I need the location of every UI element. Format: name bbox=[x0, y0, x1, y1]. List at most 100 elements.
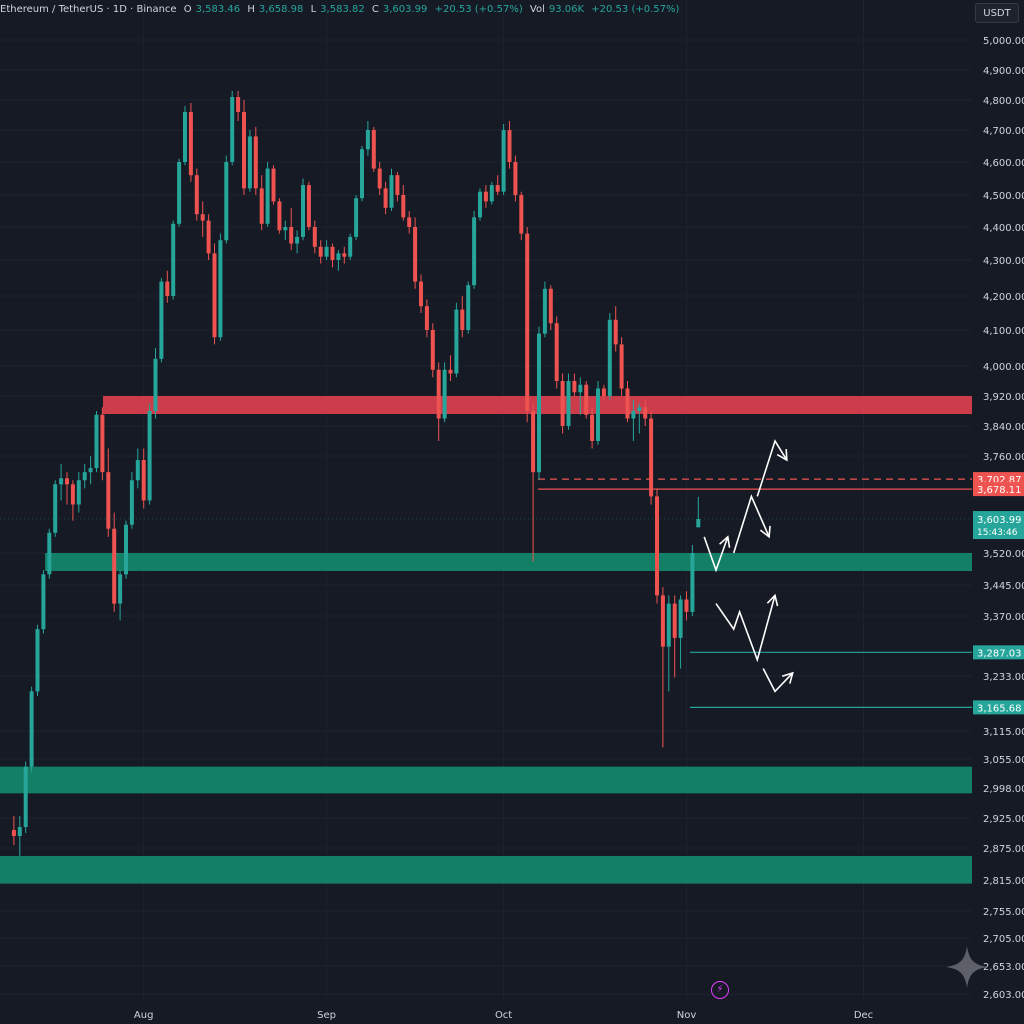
projection-arrow bbox=[762, 668, 794, 693]
candle-body bbox=[619, 344, 624, 389]
candle-body bbox=[578, 384, 583, 393]
candle-body bbox=[655, 496, 659, 596]
candle-body bbox=[301, 185, 305, 237]
x-tick-label: Oct bbox=[495, 1010, 512, 1021]
y-tick-label: 4,900.00 bbox=[983, 66, 1024, 77]
candle-body bbox=[448, 369, 453, 374]
candle-body bbox=[501, 130, 506, 192]
candle-body bbox=[200, 214, 205, 221]
candle-body bbox=[419, 281, 423, 307]
y-tick-label: 4,300.00 bbox=[983, 256, 1024, 267]
candle-body bbox=[65, 478, 69, 485]
candle-body bbox=[643, 407, 648, 419]
y-tick-label: 2,653.00 bbox=[983, 962, 1024, 973]
candle-body bbox=[242, 112, 246, 189]
open-label: O bbox=[183, 4, 192, 15]
candle-body bbox=[271, 168, 276, 202]
low-value: 3,583.82 bbox=[320, 4, 365, 15]
support-zone bbox=[0, 856, 972, 884]
candle-body bbox=[124, 524, 128, 575]
candle-body bbox=[230, 97, 235, 162]
close-label: C bbox=[371, 4, 379, 15]
candle-body bbox=[59, 478, 64, 485]
price-level-label: 3,287.03 bbox=[977, 648, 1022, 659]
candle-body bbox=[324, 246, 329, 257]
volume-label: Vol bbox=[529, 4, 545, 15]
candle-body bbox=[330, 246, 335, 260]
candle-body bbox=[212, 253, 217, 338]
candle-body bbox=[129, 480, 134, 525]
candle-body bbox=[607, 319, 612, 396]
y-tick-label: 2,875.00 bbox=[983, 844, 1024, 855]
candle-body bbox=[696, 519, 701, 528]
candle-body bbox=[106, 472, 111, 529]
x-tick-label: Dec bbox=[854, 1010, 873, 1021]
candle-body bbox=[472, 217, 477, 286]
candle-body bbox=[17, 827, 22, 836]
candle-body bbox=[159, 281, 164, 359]
price-level-label: 3,702.87 bbox=[977, 475, 1022, 486]
candle-body bbox=[224, 162, 229, 241]
candle-body bbox=[672, 603, 677, 638]
sparkle-icon bbox=[946, 946, 988, 988]
candle-body bbox=[354, 198, 359, 237]
candle-body bbox=[596, 388, 600, 441]
candle-body bbox=[194, 175, 199, 215]
y-tick-label: 2,755.00 bbox=[983, 907, 1024, 918]
y-tick-label: 3,055.00 bbox=[983, 755, 1024, 766]
candle-body bbox=[306, 185, 311, 227]
price-level-label: 3,678.11 bbox=[977, 485, 1022, 496]
candle-body bbox=[542, 288, 547, 334]
symbol-title[interactable]: Ethereum / TetherUS · 1D · Binance bbox=[0, 4, 177, 15]
candle-body bbox=[259, 188, 264, 224]
y-tick-label: 4,600.00 bbox=[983, 158, 1024, 169]
candle-body bbox=[560, 381, 565, 426]
support-zone bbox=[45, 553, 972, 571]
y-tick-label: 3,760.00 bbox=[983, 452, 1024, 463]
support-zone bbox=[0, 766, 972, 794]
x-tick-label: Aug bbox=[134, 1010, 154, 1021]
candle-body bbox=[424, 306, 429, 330]
candle-body bbox=[112, 528, 117, 604]
y-tick-label: 2,925.00 bbox=[983, 814, 1024, 825]
candle-body bbox=[348, 236, 353, 257]
candle-body bbox=[483, 191, 488, 202]
candle-body bbox=[460, 309, 465, 330]
candle-body bbox=[82, 472, 87, 481]
candle-body bbox=[531, 411, 536, 473]
candle-body bbox=[613, 319, 618, 345]
candle-body bbox=[466, 285, 471, 330]
candle-body bbox=[265, 168, 270, 224]
candle-body bbox=[383, 188, 388, 208]
currency-button[interactable]: USDT bbox=[975, 3, 1019, 23]
candle-body bbox=[147, 411, 152, 501]
candle-body bbox=[312, 227, 317, 247]
projection-arrow bbox=[732, 494, 770, 554]
y-tick-label: 3,445.00 bbox=[983, 581, 1024, 592]
candle-body bbox=[625, 388, 630, 419]
candle-body bbox=[478, 191, 482, 218]
y-tick-label: 2,998.00 bbox=[983, 784, 1024, 795]
candle-body bbox=[118, 574, 123, 604]
y-tick-label: 4,200.00 bbox=[983, 292, 1024, 303]
candle-body bbox=[29, 691, 34, 767]
lightning-icon[interactable]: ⚡ bbox=[711, 981, 729, 999]
candle-body bbox=[407, 217, 412, 227]
projection-arrow bbox=[715, 595, 776, 663]
candle-body bbox=[365, 130, 370, 150]
candle-body bbox=[11, 830, 16, 836]
candle-body bbox=[537, 333, 541, 473]
candle-body bbox=[177, 162, 182, 224]
projection-arrowhead bbox=[759, 525, 771, 539]
candle-body bbox=[572, 381, 577, 393]
candle-body bbox=[218, 240, 223, 338]
candle-body bbox=[171, 223, 176, 296]
candle-body bbox=[525, 233, 530, 411]
candle-body bbox=[454, 309, 459, 374]
candle-body bbox=[436, 369, 441, 419]
x-tick-label: Sep bbox=[317, 1010, 336, 1021]
candle-body bbox=[371, 130, 376, 169]
candle-body bbox=[660, 595, 665, 647]
candle-body bbox=[489, 185, 494, 202]
